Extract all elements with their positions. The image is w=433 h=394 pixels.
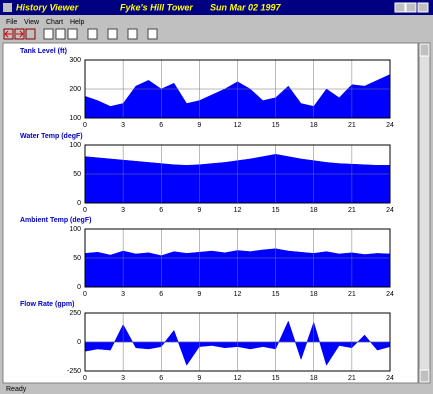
y-tick-label: 0: [77, 339, 81, 346]
x-tick-label: 12: [234, 122, 242, 129]
tool-button[interactable]: [87, 28, 98, 40]
x-tick-label: 24: [386, 207, 394, 214]
x-tick-label: 12: [234, 375, 242, 382]
y-tick-label: 50: [73, 255, 81, 262]
window-title: History Viewer: [16, 2, 79, 12]
tool-button[interactable]: [147, 28, 158, 40]
x-tick-label: 9: [197, 375, 201, 382]
tool-button[interactable]: [55, 28, 66, 40]
tool-button[interactable]: [107, 28, 118, 40]
x-tick-label: 9: [197, 291, 201, 298]
x-tick-label: 0: [83, 122, 87, 129]
menu-item[interactable]: Help: [70, 19, 85, 26]
x-tick-label: 3: [121, 122, 125, 129]
tool-button[interactable]: [25, 28, 36, 40]
x-tick-label: 15: [272, 291, 280, 298]
site-name: Fyke's Hill Tower: [120, 2, 193, 12]
y-tick-label: 100: [69, 115, 81, 122]
x-tick-label: 0: [83, 375, 87, 382]
chart-title: Tank Level (ft): [20, 48, 67, 55]
chart-title: Water Temp (degF): [20, 133, 83, 140]
menu-item[interactable]: File: [6, 19, 17, 26]
x-tick-label: 6: [159, 375, 163, 382]
x-tick-label: 21: [348, 291, 356, 298]
y-tick-label: 100: [69, 226, 81, 233]
scrollbar[interactable]: [418, 42, 431, 384]
tool-button[interactable]: [127, 28, 138, 40]
x-tick-label: 18: [310, 291, 318, 298]
minimize-button[interactable]: [394, 2, 406, 13]
chart-title: Flow Rate (gpm): [20, 301, 74, 308]
maximize-button[interactable]: [405, 2, 417, 13]
x-tick-label: 12: [234, 291, 242, 298]
scroll-down[interactable]: [419, 369, 430, 383]
x-tick-label: 18: [310, 375, 318, 382]
x-tick-label: 6: [159, 291, 163, 298]
x-tick-label: 24: [386, 375, 394, 382]
tool-button[interactable]: [43, 28, 54, 40]
x-tick-label: 21: [348, 122, 356, 129]
menu-item[interactable]: View: [24, 19, 40, 26]
x-tick-label: 3: [121, 375, 125, 382]
y-tick-label: 200: [69, 86, 81, 93]
arrow-icon: [4, 30, 12, 38]
arrow-icon: [16, 30, 24, 38]
x-tick-label: 9: [197, 122, 201, 129]
x-tick-label: 18: [310, 122, 318, 129]
tool-button[interactable]: [67, 28, 78, 40]
x-tick-label: 21: [348, 375, 356, 382]
plot-border: [84, 312, 391, 372]
x-tick-label: 3: [121, 291, 125, 298]
x-tick-label: 15: [272, 207, 280, 214]
chart-title: Ambient Temp (degF): [20, 217, 91, 224]
x-tick-label: 15: [272, 122, 280, 129]
y-tick-label: 0: [77, 200, 81, 207]
scroll-up[interactable]: [419, 43, 430, 57]
y-tick-label: 50: [73, 171, 81, 178]
menu-item[interactable]: Chart: [46, 19, 63, 26]
toolbar: [3, 28, 158, 40]
system-icon[interactable]: [3, 3, 12, 12]
close-button[interactable]: [417, 2, 429, 13]
x-tick-label: 18: [310, 207, 318, 214]
x-tick-label: 0: [83, 207, 87, 214]
x-tick-label: 12: [234, 207, 242, 214]
plot-border: [84, 59, 391, 119]
x-tick-label: 6: [159, 207, 163, 214]
y-tick-label: 300: [69, 57, 81, 64]
x-tick-label: 15: [272, 375, 280, 382]
x-tick-label: 21: [348, 207, 356, 214]
x-tick-label: 9: [197, 207, 201, 214]
x-tick-label: 3: [121, 207, 125, 214]
y-tick-label: 0: [77, 284, 81, 291]
plot-border: [84, 144, 391, 204]
x-tick-label: 24: [386, 122, 394, 129]
status-text: Ready: [6, 386, 27, 393]
y-tick-label: 100: [69, 142, 81, 149]
x-tick-label: 0: [83, 291, 87, 298]
x-tick-label: 6: [159, 122, 163, 129]
y-tick-label: 250: [69, 310, 81, 317]
date: Sun Mar 02 1997: [210, 2, 282, 12]
title-bar: [0, 0, 433, 15]
x-tick-label: 24: [386, 291, 394, 298]
plot-border: [84, 228, 391, 288]
y-tick-label: -250: [67, 368, 81, 375]
